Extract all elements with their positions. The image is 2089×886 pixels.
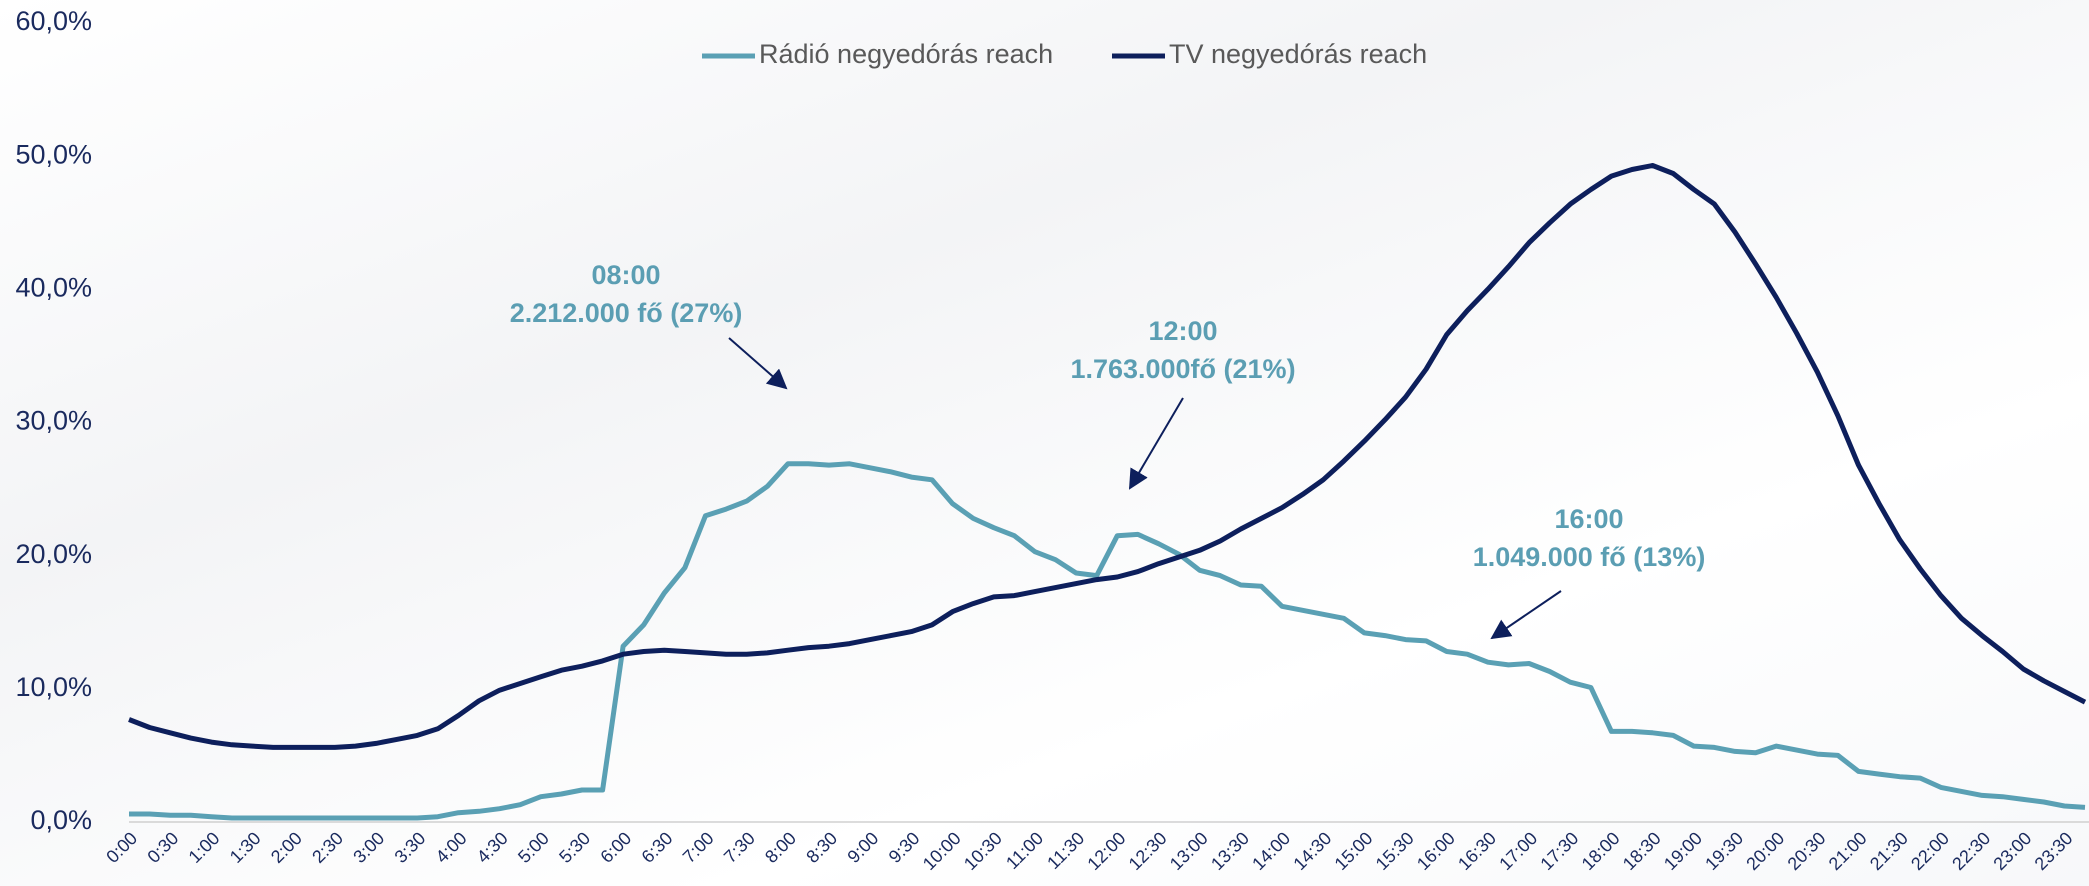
x-tick-label: 11:30: [1043, 828, 1088, 873]
x-tick-label: 7:00: [679, 828, 718, 867]
x-tick-label: 1:00: [185, 828, 224, 867]
annotation: 16:00: [1554, 504, 1623, 534]
x-tick-label: 9:00: [843, 828, 882, 867]
x-tick-label: 5:30: [555, 828, 594, 867]
x-tick-label: 7:30: [720, 828, 759, 867]
x-tick-label: 1:30: [226, 828, 265, 867]
y-tick-label: 0,0%: [30, 805, 92, 835]
annotation: 12:00: [1148, 316, 1217, 346]
x-tick-label: 14:30: [1289, 828, 1335, 874]
x-tick-label: 12:30: [1125, 828, 1171, 874]
legend-label: TV negyedórás reach: [1169, 39, 1427, 69]
x-tick-label: 13:00: [1166, 828, 1212, 874]
arrow: [1490, 590, 1562, 640]
x-tick-label: 18:00: [1578, 828, 1624, 874]
annotation: 1.763.000fő (21%): [1070, 354, 1295, 384]
arrow: [728, 337, 788, 390]
x-tick-label: 13:30: [1207, 828, 1253, 874]
series-line: [128, 163, 2087, 750]
annotation: 08:00: [591, 260, 660, 290]
x-tick-label: 3:30: [391, 828, 430, 867]
x-tick-label: 15:00: [1331, 828, 1377, 874]
x-tick-label: 17:30: [1536, 828, 1582, 874]
x-tick-label: 23:00: [1989, 828, 2035, 874]
x-tick-label: 16:30: [1454, 828, 1500, 874]
x-tick-label: 3:00: [349, 828, 388, 867]
x-tick-label: 22:30: [1948, 828, 1994, 874]
x-tick-label: 16:00: [1413, 828, 1459, 874]
x-tick-label: 10:00: [919, 828, 965, 874]
x-tick-label: 21:30: [1866, 828, 1912, 874]
x-tick-label: 8:00: [761, 828, 800, 867]
annotation: 2.212.000 fő (27%): [510, 298, 743, 328]
x-tick-label: 20:00: [1742, 828, 1788, 874]
y-tick-label: 10,0%: [15, 672, 92, 702]
y-tick-label: 20,0%: [15, 539, 92, 569]
x-tick-label: 6:00: [596, 828, 635, 867]
x-tick-label: 22:00: [1907, 828, 1953, 874]
x-tick-label: 18:30: [1619, 828, 1665, 874]
x-tick-label: 17:00: [1495, 828, 1541, 874]
arrow: [1128, 397, 1184, 490]
x-tick-label: 2:00: [267, 828, 306, 867]
annotation: 1.049.000 fő (13%): [1473, 542, 1706, 572]
x-tick-label: 14:00: [1248, 828, 1294, 874]
legend-label: Rádió negyedórás reach: [759, 39, 1053, 69]
x-tick-label: 2:30: [308, 828, 347, 867]
x-tick-label: 19:00: [1660, 828, 1706, 874]
x-tick-label: 8:30: [802, 828, 841, 867]
series-line: [129, 461, 2086, 821]
x-tick-label: 9:30: [885, 828, 924, 867]
y-tick-label: 60,0%: [15, 6, 92, 36]
x-tick-label: 21:00: [1825, 828, 1871, 874]
x-tick-label: 10:30: [960, 828, 1006, 874]
x-tick-label: 0:30: [143, 828, 182, 867]
x-tick-label: 19:30: [1701, 828, 1747, 874]
x-tick-label: 20:30: [1784, 828, 1830, 874]
y-tick-label: 30,0%: [15, 406, 92, 436]
x-tick-label: 4:30: [473, 828, 512, 867]
x-tick-label: 15:30: [1372, 828, 1418, 874]
x-tick-label: 11:00: [1002, 828, 1047, 873]
x-tick-label: 0:00: [102, 828, 141, 867]
y-tick-label: 50,0%: [15, 139, 92, 169]
y-tick-label: 40,0%: [15, 272, 92, 302]
x-tick-label: 23:30: [2031, 828, 2077, 874]
x-tick-label: 4:00: [432, 828, 471, 867]
x-tick-label: 6:30: [638, 828, 677, 867]
x-tick-label: 12:00: [1083, 828, 1129, 874]
x-tick-label: 5:00: [514, 828, 553, 867]
